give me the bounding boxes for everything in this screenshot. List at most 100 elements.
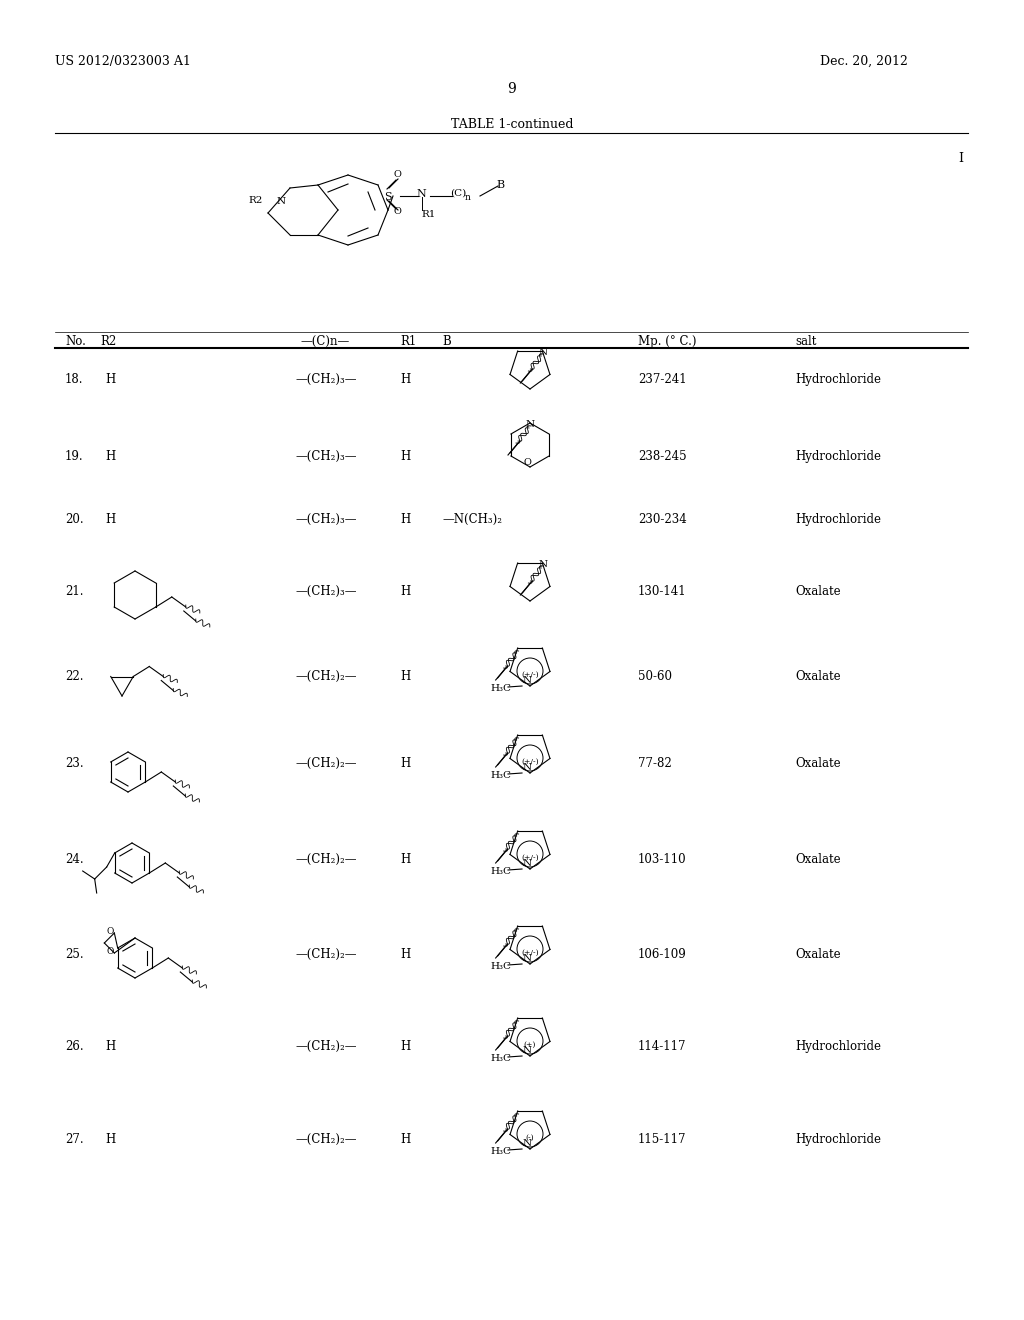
Text: H: H xyxy=(105,513,116,525)
Text: 26.: 26. xyxy=(65,1040,84,1053)
Text: H₃C: H₃C xyxy=(490,962,511,972)
Text: N: N xyxy=(522,1045,531,1055)
Text: H₃C: H₃C xyxy=(490,684,511,693)
Text: —(CH₂)₂—: —(CH₂)₂— xyxy=(295,1133,356,1146)
Text: —(CH₂)₃—: —(CH₂)₃— xyxy=(295,585,356,598)
Text: 230-234: 230-234 xyxy=(638,513,687,525)
Text: H₃C: H₃C xyxy=(490,1053,511,1063)
Text: Hydrochloride: Hydrochloride xyxy=(795,513,881,525)
Text: Dec. 20, 2012: Dec. 20, 2012 xyxy=(820,55,908,69)
Text: salt: salt xyxy=(795,335,816,348)
Text: N: N xyxy=(526,420,536,429)
Text: R2: R2 xyxy=(248,195,262,205)
Text: 50-60: 50-60 xyxy=(638,671,672,682)
Text: 130-141: 130-141 xyxy=(638,585,687,598)
Text: 9: 9 xyxy=(508,82,516,96)
Text: O: O xyxy=(394,170,401,180)
Text: 237-241: 237-241 xyxy=(638,374,687,385)
Text: H: H xyxy=(400,671,411,682)
Text: H: H xyxy=(105,1133,116,1146)
Text: n: n xyxy=(465,193,471,202)
Text: H: H xyxy=(400,948,411,961)
Text: H: H xyxy=(400,853,411,866)
Text: O: O xyxy=(106,946,114,956)
Text: TABLE 1-continued: TABLE 1-continued xyxy=(451,117,573,131)
Text: H₃C: H₃C xyxy=(490,771,511,780)
Text: US 2012/0323003 A1: US 2012/0323003 A1 xyxy=(55,55,190,69)
Text: —(C)n—: —(C)n— xyxy=(300,335,349,348)
Text: —(CH₂)₃—: —(CH₂)₃— xyxy=(295,450,356,463)
Text: Hydrochloride: Hydrochloride xyxy=(795,450,881,463)
Text: 114-117: 114-117 xyxy=(638,1040,686,1053)
Text: 24.: 24. xyxy=(65,853,84,866)
Text: —(CH₂)₂—: —(CH₂)₂— xyxy=(295,756,356,770)
Text: H: H xyxy=(400,450,411,463)
Text: —N(CH₃)₂: —N(CH₃)₂ xyxy=(442,513,502,525)
Text: H: H xyxy=(400,1040,411,1053)
Text: —(CH₂)₃—: —(CH₂)₃— xyxy=(295,374,356,385)
Text: 22.: 22. xyxy=(65,671,84,682)
Text: —(CH₂)₂—: —(CH₂)₂— xyxy=(295,671,356,682)
Text: H: H xyxy=(105,1040,116,1053)
Text: 21.: 21. xyxy=(65,585,84,598)
Text: 19.: 19. xyxy=(65,450,84,463)
Text: H₃C: H₃C xyxy=(490,867,511,876)
Text: 77-82: 77-82 xyxy=(638,756,672,770)
Text: H: H xyxy=(400,374,411,385)
Text: Mp. (° C.): Mp. (° C.) xyxy=(638,335,696,348)
Text: N: N xyxy=(522,859,531,869)
Text: Oxalate: Oxalate xyxy=(795,585,841,598)
Text: (+): (+) xyxy=(524,1041,537,1049)
Text: N: N xyxy=(539,560,548,569)
Text: —(CH₂)₂—: —(CH₂)₂— xyxy=(295,853,356,866)
Text: B: B xyxy=(442,335,451,348)
Text: H: H xyxy=(105,450,116,463)
Text: O: O xyxy=(394,207,401,216)
Text: H: H xyxy=(105,374,116,385)
Text: Hydrochloride: Hydrochloride xyxy=(795,374,881,385)
Text: —(CH₂)₂—: —(CH₂)₂— xyxy=(295,948,356,961)
Text: Oxalate: Oxalate xyxy=(795,756,841,770)
Text: H: H xyxy=(400,756,411,770)
Text: S: S xyxy=(384,191,391,202)
Text: —(CH₂)₃—: —(CH₂)₃— xyxy=(295,513,356,525)
Text: N: N xyxy=(522,1139,531,1148)
Text: Hydrochloride: Hydrochloride xyxy=(795,1040,881,1053)
Text: 115-117: 115-117 xyxy=(638,1133,686,1146)
Text: 27.: 27. xyxy=(65,1133,84,1146)
Text: —(CH₂)₂—: —(CH₂)₂— xyxy=(295,1040,356,1053)
Text: R1: R1 xyxy=(400,335,416,348)
Text: 103-110: 103-110 xyxy=(638,853,687,866)
Text: N: N xyxy=(522,763,531,772)
Text: (+/-): (+/-) xyxy=(521,758,539,766)
Text: (+/-): (+/-) xyxy=(521,671,539,678)
Text: O: O xyxy=(106,927,114,936)
Text: R1: R1 xyxy=(421,210,435,219)
Text: H₃C: H₃C xyxy=(490,1147,511,1156)
Text: Oxalate: Oxalate xyxy=(795,853,841,866)
Text: N: N xyxy=(522,954,531,964)
Text: H: H xyxy=(400,513,411,525)
Text: O: O xyxy=(523,458,530,467)
Text: N: N xyxy=(522,676,531,685)
Text: (-): (-) xyxy=(525,1134,535,1142)
Text: 23.: 23. xyxy=(65,756,84,770)
Text: 106-109: 106-109 xyxy=(638,948,687,961)
Text: H: H xyxy=(400,1133,411,1146)
Text: No.: No. xyxy=(65,335,86,348)
Text: N: N xyxy=(416,189,426,199)
Text: (+/-): (+/-) xyxy=(521,854,539,862)
Text: (+/-): (+/-) xyxy=(521,949,539,957)
Text: H: H xyxy=(400,585,411,598)
Text: Oxalate: Oxalate xyxy=(795,671,841,682)
Text: N: N xyxy=(539,348,548,356)
Text: I: I xyxy=(958,152,963,165)
Text: 20.: 20. xyxy=(65,513,84,525)
Text: 25.: 25. xyxy=(65,948,84,961)
Text: 18.: 18. xyxy=(65,374,84,385)
Text: R2: R2 xyxy=(100,335,117,348)
Text: (C): (C) xyxy=(450,189,466,198)
Text: 238-245: 238-245 xyxy=(638,450,687,463)
Text: B: B xyxy=(496,180,504,190)
Text: Oxalate: Oxalate xyxy=(795,948,841,961)
